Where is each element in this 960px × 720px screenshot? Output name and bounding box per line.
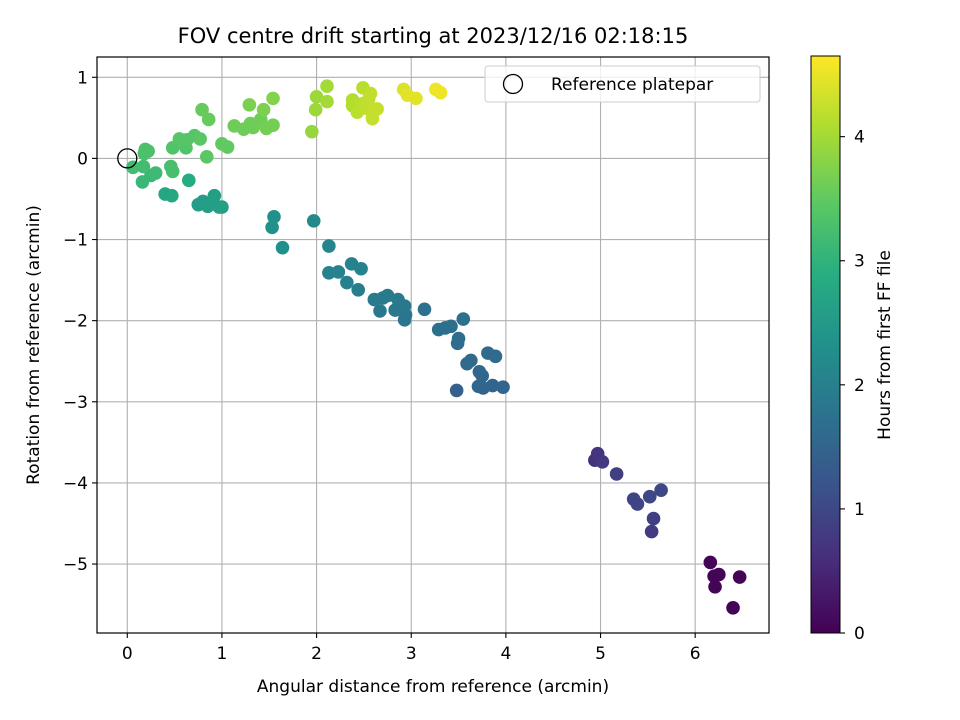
x-tick-label: 1	[217, 644, 228, 664]
y-axis-ticks: 1 0 −1 −2 −3 −4 −5	[63, 68, 97, 575]
data-point	[164, 188, 179, 203]
x-tick-label: 3	[406, 644, 417, 664]
data-point	[488, 349, 503, 364]
y-tick-label: 0	[77, 149, 88, 169]
data-point	[242, 98, 257, 112]
data-point	[265, 220, 279, 235]
legend: Reference platepar	[484, 65, 761, 103]
legend-marker-reference	[502, 73, 524, 95]
reference-platepar-marker	[117, 148, 138, 169]
chart-title: FOV centre drift starting at 2023/12/16 …	[178, 24, 689, 48]
data-point	[195, 102, 209, 117]
data-point	[703, 555, 718, 570]
data-points	[117, 79, 747, 615]
data-point	[220, 140, 235, 154]
y-tick-label: −3	[63, 393, 88, 413]
y-tick-label: −5	[63, 555, 88, 575]
y-axis-label: Rotation from reference (arcmin)	[24, 205, 44, 485]
x-axis-ticks: 0 1 2 3 4 5 6	[122, 633, 701, 664]
data-point	[630, 497, 645, 511]
data-point	[708, 579, 722, 594]
data-point	[193, 132, 207, 146]
data-point	[370, 102, 384, 116]
x-tick-label: 5	[595, 644, 606, 664]
colorbar-gradient	[810, 55, 841, 634]
data-point	[308, 102, 323, 117]
y-tick-label: −2	[63, 312, 88, 332]
data-point	[417, 302, 432, 317]
data-point	[380, 288, 395, 303]
data-point	[256, 102, 271, 117]
colorbar-tick-label: 4	[854, 128, 865, 148]
data-point	[141, 144, 155, 158]
data-point	[726, 601, 740, 615]
data-point	[472, 364, 487, 379]
data-point	[654, 483, 668, 498]
y-tick-label: −4	[63, 474, 88, 494]
data-point	[148, 166, 163, 180]
data-point	[712, 567, 726, 582]
grid	[97, 57, 769, 633]
data-point	[136, 159, 151, 174]
data-point	[644, 524, 659, 539]
colorbar-ticks: 0 1 2 3 4	[840, 128, 865, 644]
x-tick-label: 4	[500, 644, 511, 664]
data-point	[275, 240, 290, 255]
data-point	[267, 210, 281, 224]
legend-box	[484, 65, 761, 103]
legend-label-reference: Reference platepar	[551, 75, 713, 95]
colorbar-tick-label: 2	[854, 376, 865, 396]
data-point	[215, 200, 229, 214]
x-axis-label: Angular distance from reference (arcmin)	[257, 677, 609, 697]
data-point	[732, 570, 747, 584]
data-point	[207, 188, 222, 203]
data-point	[331, 265, 346, 279]
data-point	[485, 378, 500, 393]
data-point	[642, 489, 657, 504]
data-point	[266, 91, 280, 106]
data-point	[351, 283, 366, 297]
data-point	[595, 455, 610, 469]
data-point	[409, 91, 423, 106]
data-point	[340, 275, 354, 290]
data-point	[456, 312, 471, 326]
data-point	[320, 94, 334, 109]
colorbar-tick-label: 1	[854, 500, 865, 520]
colorbar-label: Hours from first FF file	[875, 250, 895, 440]
x-tick-label: 0	[122, 644, 133, 664]
data-point	[305, 124, 319, 139]
data-point	[646, 511, 661, 526]
data-point	[126, 160, 140, 175]
data-point	[464, 353, 478, 368]
data-point	[354, 261, 368, 276]
data-point	[373, 304, 387, 318]
data-point	[199, 149, 214, 164]
data-point	[496, 380, 510, 394]
data-point	[201, 112, 216, 127]
data-point	[433, 85, 448, 100]
data-point	[391, 292, 405, 307]
colorbar-tick-label: 3	[854, 252, 865, 272]
data-point	[309, 89, 324, 104]
data-point	[444, 319, 458, 334]
colorbar: 0 1 2 3 4 Hours from first FF file	[810, 55, 895, 644]
plot-area-frame	[96, 56, 770, 634]
x-tick-label: 6	[690, 644, 701, 664]
x-tick-label: 2	[311, 644, 322, 664]
colorbar-tick-label: 0	[854, 624, 865, 644]
y-tick-label: 1	[77, 68, 88, 88]
data-point	[266, 118, 280, 132]
data-point	[449, 383, 464, 398]
data-point	[182, 173, 196, 188]
y-tick-label: −1	[63, 231, 88, 251]
data-point	[164, 159, 178, 174]
data-point	[609, 467, 624, 481]
data-point	[451, 331, 466, 346]
data-point	[306, 214, 321, 228]
data-point	[320, 79, 334, 94]
data-point	[322, 239, 336, 253]
data-point	[363, 86, 378, 101]
